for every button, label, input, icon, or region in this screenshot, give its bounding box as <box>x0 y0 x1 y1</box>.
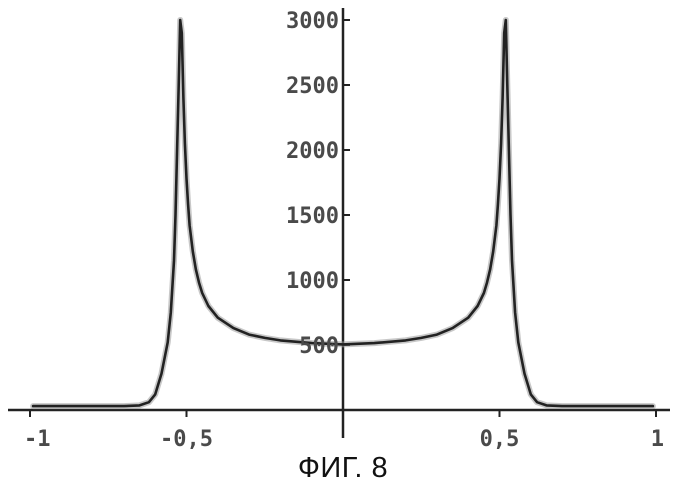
axes <box>8 8 670 438</box>
y-tick-label: 1000 <box>286 269 339 294</box>
y-tick-label: 2000 <box>286 139 339 164</box>
figure-caption: ФИГ. 8 <box>0 452 686 485</box>
y-tick-label: 3000 <box>286 9 339 34</box>
x-tick-label: 0,5 <box>480 427 520 452</box>
y-tick-label: 2500 <box>286 74 339 99</box>
y-tick-label: 1500 <box>286 204 339 229</box>
x-tick-label: -0,5 <box>160 427 213 452</box>
y-tick-label: 500 <box>299 334 339 359</box>
x-tick-label: -1 <box>24 427 51 452</box>
x-tick-label: 1 <box>651 427 664 452</box>
